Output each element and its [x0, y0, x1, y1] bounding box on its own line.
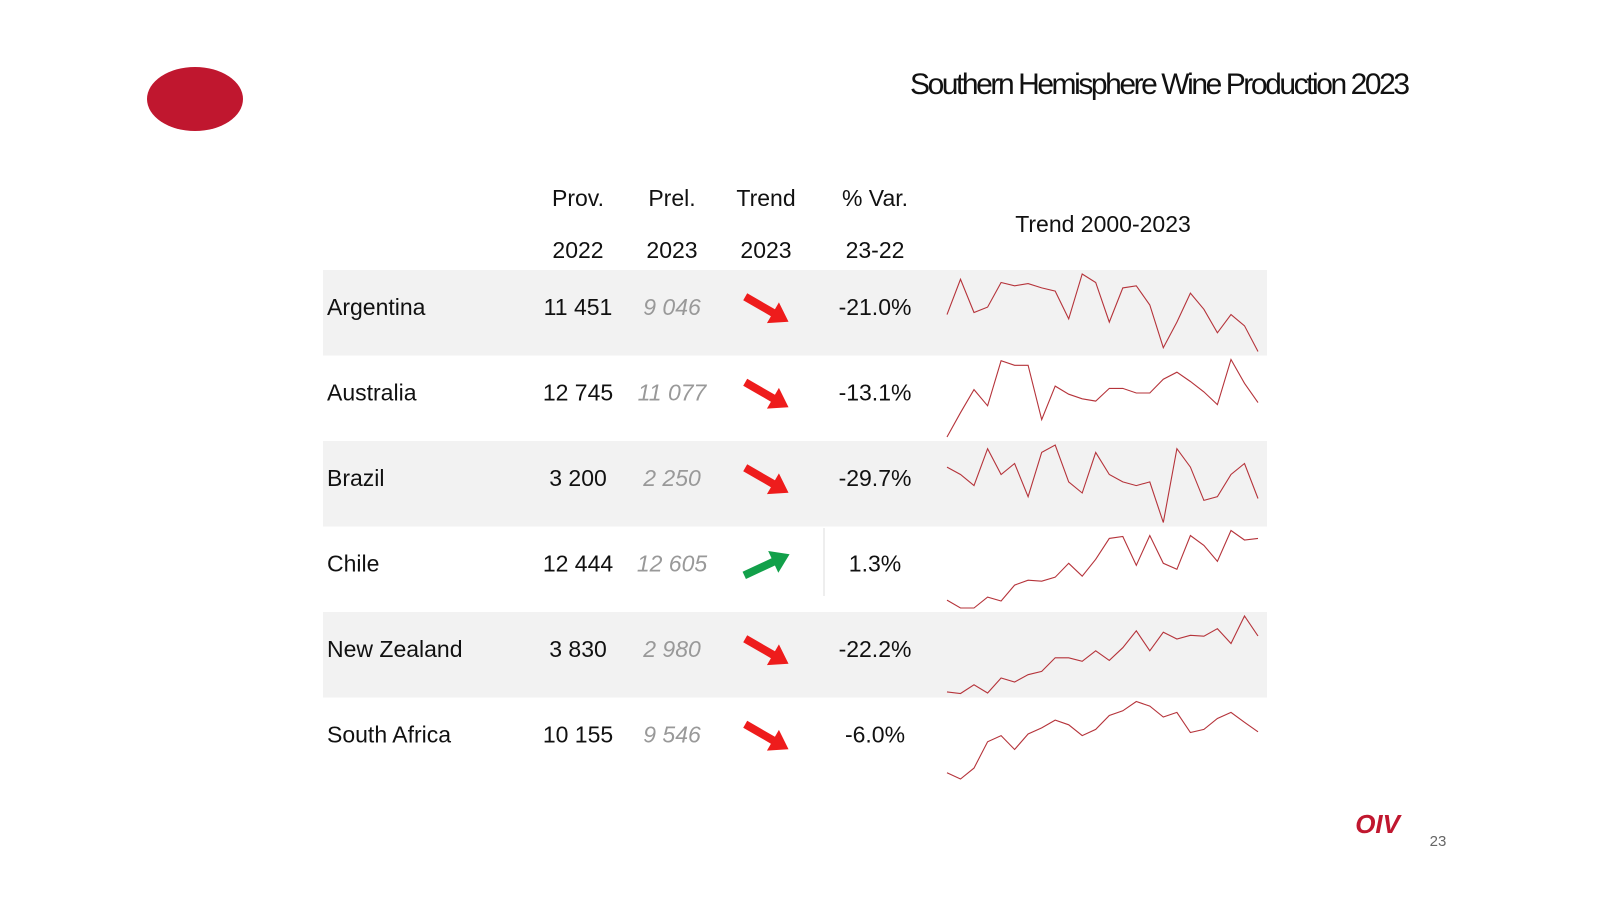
variation: -22.2% — [839, 636, 912, 662]
sparkline — [946, 529, 1259, 609]
table: Prov. 2022 Prel. 2023 Trend 2023 % Var. 23-22 Ar… — [323, 185, 1267, 780]
trend-arrow — [743, 378, 789, 409]
trend-arrow — [743, 464, 789, 495]
prov-value: 10 155 — [543, 721, 613, 747]
prov-value: 3 830 — [549, 636, 607, 662]
sparkline-title: Trend 2000-2023 — [1015, 211, 1191, 237]
country: Australia — [327, 379, 417, 405]
variation: -21.0% — [839, 294, 912, 320]
slide-title: Southern Hemisphere Wine Production 2023 — [910, 68, 1410, 101]
prel-value: 2 250 — [642, 465, 701, 491]
trend-arrow — [743, 635, 789, 666]
variation: -6.0% — [845, 721, 905, 747]
logo-blob — [147, 67, 243, 131]
prel-value: 11 077 — [638, 379, 708, 405]
row-band — [323, 612, 1267, 698]
sparkline — [946, 614, 1259, 695]
country: Argentina — [327, 294, 426, 320]
page-number: 23 — [1430, 833, 1447, 850]
column-header: 2022 — [552, 237, 603, 263]
sparkline — [946, 700, 1259, 780]
column-header: Prel. — [648, 185, 695, 211]
variation: 1.3% — [849, 550, 901, 576]
country: New Zealand — [327, 636, 463, 662]
prov-value: 11 451 — [544, 294, 613, 320]
column-header: Trend — [736, 185, 795, 211]
row-band — [323, 270, 1267, 356]
column-header: 2023 — [646, 237, 697, 263]
row-band — [323, 441, 1267, 527]
column-header: 23-22 — [846, 237, 905, 263]
sparkline — [946, 273, 1259, 352]
country: South Africa — [327, 721, 451, 747]
trend-arrow — [743, 293, 789, 324]
variation: -13.1% — [839, 379, 912, 405]
variation: -29.7% — [839, 465, 912, 491]
country: Brazil — [327, 465, 385, 491]
prel-value: 9 046 — [643, 294, 701, 320]
sparkline — [946, 358, 1259, 438]
prov-value: 3 200 — [549, 465, 607, 491]
column-header: Prov. — [552, 185, 604, 211]
oiv-logo: OIV — [1355, 809, 1402, 839]
prel-value: 12 605 — [637, 550, 708, 576]
column-header: 2023 — [740, 237, 791, 263]
column-header: % Var. — [842, 185, 908, 211]
prel-value: 9 546 — [643, 721, 701, 747]
trend-arrow — [743, 720, 789, 751]
prov-value: 12 745 — [543, 379, 613, 405]
country: Chile — [327, 550, 379, 576]
prov-value: 12 444 — [543, 550, 614, 576]
sparkline — [946, 444, 1259, 523]
prel-value: 2 980 — [642, 636, 701, 662]
trend-arrow — [742, 550, 790, 580]
